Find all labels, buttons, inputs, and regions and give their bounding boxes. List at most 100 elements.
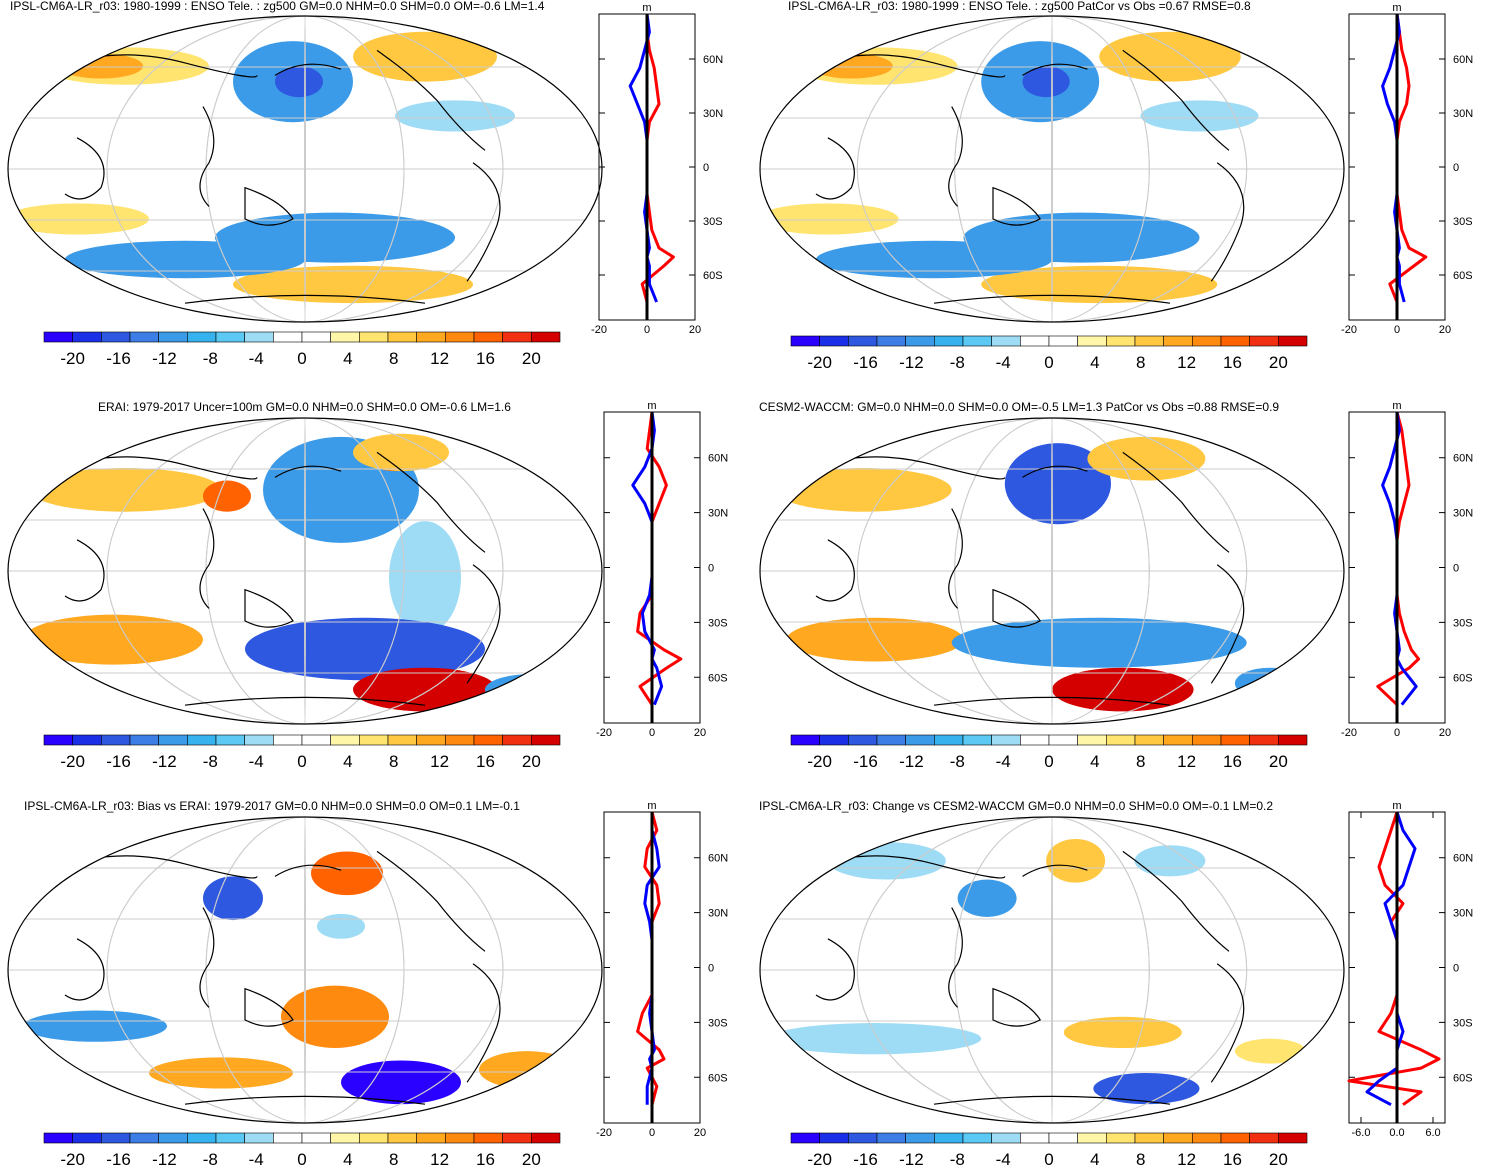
colorbar-swatch (359, 734, 389, 746)
coastline (948, 508, 963, 609)
colorbar-swatch (848, 1132, 878, 1144)
anomaly-contour (1022, 66, 1070, 98)
colorbar: -20 -16 -12 -8 -4 0 4 8 12 16 20 (790, 335, 1308, 372)
colorbar-swatch (1020, 335, 1050, 347)
colorbar-tick-label: -4 (996, 353, 1011, 372)
panel-title: ERAI: 1979-2017 Uncer=100m GM=0.0 NHM=0.… (98, 400, 511, 414)
profile-line-red (1388, 13, 1428, 303)
graticule-lon (954, 16, 1150, 322)
coastline (1022, 864, 1088, 877)
coastline (992, 987, 1042, 1027)
colorbar-tick-label: -12 (899, 752, 924, 771)
coastline (1022, 63, 1088, 76)
x-tick-label: 20 (689, 324, 701, 336)
colorbar-tick-label: 4 (343, 1150, 352, 1169)
world-map (759, 15, 1345, 323)
panel-5: IPSL-CM6A-LR_r03: Bias vs ERAI: 1979-201… (0, 798, 745, 1169)
anomaly-contour (957, 879, 1017, 917)
x-tick-label: 0 (644, 324, 650, 336)
anomaly-contour (1140, 100, 1259, 132)
colorbar-swatch (129, 1132, 159, 1144)
colorbar-swatch (158, 1132, 188, 1144)
colorbar-swatch (905, 335, 935, 347)
colorbar-swatch (330, 734, 360, 746)
colorbar-tick-label: 20 (1269, 1150, 1288, 1169)
lat-label: 0 (1453, 162, 1459, 174)
graticule-lon (205, 418, 405, 724)
graticule-lon (954, 817, 1150, 1123)
graticule-lon (304, 817, 306, 1123)
profile-line-red (636, 411, 683, 706)
colorbar-swatch (445, 331, 475, 343)
colorbar-tick-label: -8 (203, 349, 218, 368)
anomaly-contour (951, 617, 1247, 668)
colorbar-swatch (187, 734, 217, 746)
lat-label: 30S (708, 1017, 728, 1029)
zonal-mean-profile: m 60N 30N 0 30S 60S -20 0 20 (596, 400, 728, 739)
profile-unit: m (1392, 400, 1401, 412)
panel-title: IPSL-CM6A-LR_r03: 1980-1999 : ENSO Tele.… (10, 0, 545, 13)
colorbar-swatch (1134, 335, 1164, 347)
colorbar-tick-label: 20 (1269, 353, 1288, 372)
coastline (274, 864, 342, 877)
graticule-lon (1051, 817, 1053, 1123)
anomaly-contour (233, 265, 473, 304)
coastline (199, 106, 215, 207)
colorbar-tick-label: 0 (1044, 1150, 1053, 1169)
coastline (466, 162, 501, 282)
colorbar-tick-label: 16 (1223, 1150, 1242, 1169)
colorbar-tick-label: 8 (1136, 752, 1145, 771)
colorbar: -20 -16 -12 -8 -4 0 4 8 12 16 20 (790, 734, 1308, 771)
colorbar-swatch (101, 331, 131, 343)
colorbar-tick-label: -16 (106, 1150, 131, 1169)
coastline (933, 1095, 1171, 1105)
colorbar-swatch (819, 1132, 849, 1144)
coastline (1022, 465, 1088, 478)
colorbar-swatch (473, 734, 503, 746)
colorbar-swatch (1192, 335, 1222, 347)
anomaly-contour (760, 203, 899, 235)
colorbar-tick-label: 20 (522, 349, 541, 368)
x-tick-label: 20 (694, 727, 706, 739)
colorbar-swatch (244, 1132, 274, 1144)
graticule-lon (304, 418, 306, 724)
colorbar-swatch (1020, 1132, 1050, 1144)
coastline (1122, 451, 1230, 553)
anomaly-contour (275, 66, 323, 98)
colorbar-swatch (502, 734, 532, 746)
x-tick-label: -20 (591, 324, 607, 336)
coastline (184, 294, 426, 304)
anomaly-contour (479, 1051, 575, 1089)
colorbar-swatch (934, 1132, 964, 1144)
lat-label: 60S (708, 672, 728, 684)
colorbar-tick-label: -12 (152, 1150, 177, 1169)
colorbar-tick-label: 0 (1044, 353, 1053, 372)
profile-line-red (1347, 811, 1441, 1106)
colorbar-tick-label: -20 (60, 349, 85, 368)
map-field (760, 16, 1344, 322)
colorbar-swatch (876, 1132, 906, 1144)
colorbar-swatch (273, 331, 303, 343)
colorbar-tick-label: 12 (1177, 353, 1196, 372)
colorbar-tick-label: 20 (522, 1150, 541, 1169)
colorbar-swatch (273, 1132, 303, 1144)
graticule-lon (856, 817, 1248, 1123)
colorbar-tick-label: 12 (430, 752, 449, 771)
x-tick-label: -20 (1341, 324, 1357, 336)
colorbar-swatch (790, 734, 820, 746)
map-border (7, 15, 603, 323)
colorbar-swatch (531, 331, 561, 343)
profile-line-blue (1365, 811, 1417, 1107)
profile-unit: m (647, 800, 656, 812)
colorbar-swatch (1278, 734, 1308, 746)
colorbar-swatch (502, 331, 532, 343)
panel-title: IPSL-CM6A-LR_r03: Change vs CESM2-WACCM … (759, 799, 1274, 813)
panel-title: CESM2-WACCM: GM=0.0 NHM=0.0 SHM=0.0 OM=-… (759, 400, 1280, 414)
colorbar-swatch (215, 1132, 245, 1144)
coastline (933, 696, 1171, 706)
colorbar-swatch (1134, 734, 1164, 746)
map-border (759, 15, 1345, 323)
colorbar-swatch (301, 1132, 331, 1144)
anomaly-contour (827, 842, 946, 880)
colorbar-swatch (1220, 335, 1250, 347)
